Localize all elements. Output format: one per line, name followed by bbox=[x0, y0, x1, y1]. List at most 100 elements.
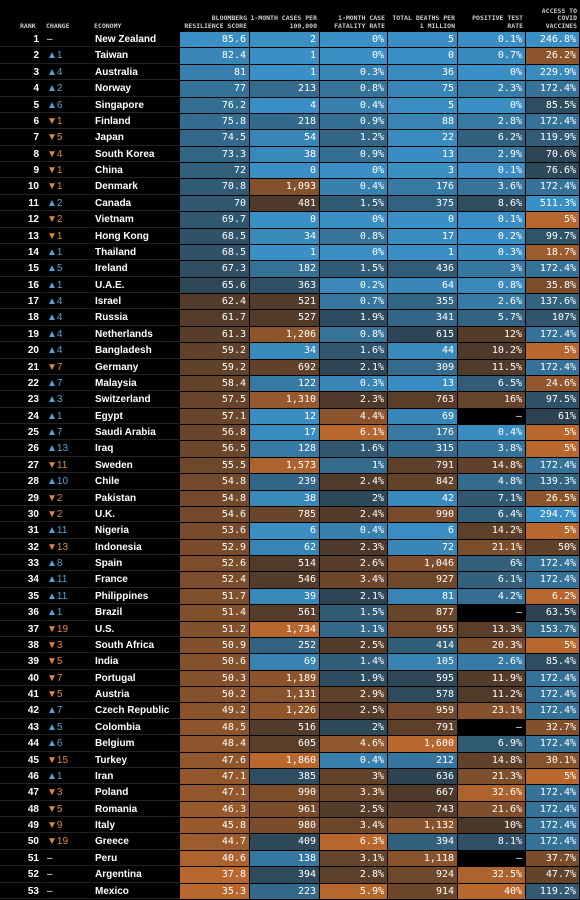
change: ▲4 bbox=[44, 343, 91, 359]
vaccine-access: 172.4% bbox=[526, 572, 579, 588]
vaccine-access: 172.4% bbox=[526, 736, 579, 752]
rank: 15 bbox=[0, 261, 43, 277]
economy: Hong Kong bbox=[92, 228, 179, 244]
deaths: 1,132 bbox=[388, 818, 457, 834]
change: ▲5 bbox=[44, 261, 91, 277]
positive-rate: 2.8% bbox=[458, 113, 525, 130]
change: ▼1 bbox=[44, 179, 91, 195]
positive-rate: 0.1% bbox=[458, 163, 525, 179]
change: ▲1 bbox=[44, 48, 91, 64]
vaccine-access: 107% bbox=[526, 310, 579, 326]
positive-rate: 10% bbox=[458, 818, 525, 834]
change: ▲1 bbox=[44, 244, 91, 261]
economy: Malaysia bbox=[92, 375, 179, 392]
fatality-rate: 1.9% bbox=[320, 670, 387, 687]
economy: Thailand bbox=[92, 244, 179, 261]
vaccine-access: 5% bbox=[526, 212, 579, 228]
economy-header: ECONOMY bbox=[94, 21, 122, 30]
fatality-rate: 0.3% bbox=[320, 375, 387, 392]
positive-rate: 11.9% bbox=[458, 670, 525, 687]
positive-rate: 0.2% bbox=[458, 228, 525, 244]
change: ▼15 bbox=[44, 752, 91, 768]
economy: China bbox=[92, 163, 179, 179]
economy: Japan bbox=[92, 130, 179, 146]
economy: Russia bbox=[92, 310, 179, 326]
positive-rate: 0.4% bbox=[458, 425, 525, 441]
positive-rate: 14.8% bbox=[458, 752, 525, 768]
deaths: 743 bbox=[388, 801, 457, 818]
resilience-score: 52.6 bbox=[180, 556, 249, 572]
deaths: 927 bbox=[388, 572, 457, 588]
positive-rate: 5.7% bbox=[458, 310, 525, 326]
change: ▼19 bbox=[44, 834, 91, 850]
resilience-score: 62.4 bbox=[180, 294, 249, 310]
rank: 50 bbox=[0, 834, 43, 850]
fatality-rate: 2.1% bbox=[320, 588, 387, 605]
change: ▲1 bbox=[44, 768, 91, 785]
rank: 21 bbox=[0, 359, 43, 375]
positive-rate: 2.9% bbox=[458, 146, 525, 163]
resilience-score: 35.3 bbox=[180, 883, 249, 899]
rank: 35 bbox=[0, 588, 43, 605]
fatality-rate: 2.6% bbox=[320, 556, 387, 572]
rank: 29 bbox=[0, 490, 43, 506]
cases-header: 1-MONTH CASES PER 100,000 bbox=[250, 14, 317, 30]
deaths: 1 bbox=[388, 244, 457, 261]
cases: 122 bbox=[250, 375, 319, 392]
resilience-score: 55.5 bbox=[180, 457, 249, 474]
resilience-score: 54.8 bbox=[180, 474, 249, 490]
deaths: 877 bbox=[388, 605, 457, 621]
cases: 521 bbox=[250, 294, 319, 310]
vaccine-access: 172.4% bbox=[526, 818, 579, 834]
cases: 961 bbox=[250, 801, 319, 818]
fatality-rate: 1% bbox=[320, 457, 387, 474]
cases: 605 bbox=[250, 736, 319, 752]
economy: Sweden bbox=[92, 457, 179, 474]
vaccine-access: 32.7% bbox=[526, 719, 579, 736]
resilience-score: 47.1 bbox=[180, 768, 249, 785]
cases: 1,131 bbox=[250, 687, 319, 703]
change: ▼5 bbox=[44, 130, 91, 146]
rank: 52 bbox=[0, 867, 43, 883]
economy: India bbox=[92, 654, 179, 670]
deaths: 75 bbox=[388, 81, 457, 97]
deaths: 13 bbox=[388, 375, 457, 392]
rank: 2 bbox=[0, 48, 43, 64]
resilience-score: 57.5 bbox=[180, 392, 249, 408]
resilience-score: 48.5 bbox=[180, 719, 249, 736]
resilience-score: 56.5 bbox=[180, 441, 249, 457]
fatality-rate: 2.3% bbox=[320, 392, 387, 408]
change: ▼19 bbox=[44, 621, 91, 637]
change: ▼13 bbox=[44, 539, 91, 556]
fatality-rate: 0% bbox=[320, 163, 387, 179]
positive-rate: – bbox=[458, 850, 525, 867]
deaths: 6 bbox=[388, 523, 457, 539]
fatality-rate: 0% bbox=[320, 32, 387, 48]
deaths: 13 bbox=[388, 146, 457, 163]
deaths: 1,046 bbox=[388, 556, 457, 572]
resilience-score: 77 bbox=[180, 81, 249, 97]
economy: Peru bbox=[92, 850, 179, 867]
deaths: 72 bbox=[388, 539, 457, 556]
rank: 28 bbox=[0, 474, 43, 490]
rank: 38 bbox=[0, 637, 43, 654]
rank: 22 bbox=[0, 375, 43, 392]
positive-rate: 2.6% bbox=[458, 294, 525, 310]
resilience-score: 70 bbox=[180, 195, 249, 212]
cases: 54 bbox=[250, 130, 319, 146]
positive-rate: 11.2% bbox=[458, 687, 525, 703]
vaccine-access: 76.6% bbox=[526, 163, 579, 179]
rank: 7 bbox=[0, 130, 43, 146]
change-header: CHANGE bbox=[46, 21, 70, 30]
positive-rate: 32.5% bbox=[458, 867, 525, 883]
positive-rate: – bbox=[458, 408, 525, 425]
fatality-rate: 1.9% bbox=[320, 310, 387, 326]
resilience-score: 61.7 bbox=[180, 310, 249, 326]
positive-rate: 0.7% bbox=[458, 48, 525, 64]
cases: 213 bbox=[250, 81, 319, 97]
cases: 6 bbox=[250, 523, 319, 539]
fatality-rate: 1.5% bbox=[320, 605, 387, 621]
fatality-rate: 4.4% bbox=[320, 408, 387, 425]
positive-rate: – bbox=[458, 605, 525, 621]
economy: Switzerland bbox=[92, 392, 179, 408]
